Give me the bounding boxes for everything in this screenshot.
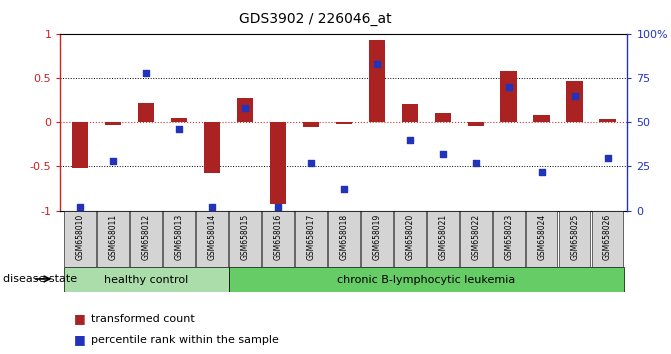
Bar [493, 211, 525, 267]
Point [141, 70, 152, 75]
Bar [64, 211, 96, 267]
Point [305, 160, 316, 166]
Bar [460, 211, 492, 267]
Text: GSM658015: GSM658015 [240, 213, 250, 260]
Text: GSM658026: GSM658026 [603, 213, 612, 260]
Point [338, 187, 349, 192]
Point [603, 155, 613, 160]
Text: GSM658020: GSM658020 [405, 213, 414, 260]
Bar [229, 267, 624, 292]
Bar [501, 71, 517, 122]
Text: percentile rank within the sample: percentile rank within the sample [91, 335, 278, 345]
Bar [295, 211, 327, 267]
Bar [427, 211, 458, 267]
Point [569, 93, 580, 98]
Bar [435, 113, 451, 122]
Text: GSM658023: GSM658023 [504, 213, 513, 260]
Text: healthy control: healthy control [104, 275, 189, 285]
Point [372, 61, 382, 67]
Bar [368, 40, 385, 122]
Bar [599, 119, 616, 122]
Text: transformed count: transformed count [91, 314, 195, 324]
Bar [262, 211, 294, 267]
Bar [229, 211, 261, 267]
Bar [64, 267, 229, 292]
Point [503, 84, 514, 90]
Point [437, 151, 448, 157]
Point [240, 105, 250, 111]
Bar [394, 211, 425, 267]
Text: GSM658016: GSM658016 [274, 213, 282, 260]
Text: GSM658017: GSM658017 [307, 213, 315, 260]
Bar [171, 118, 187, 122]
Point [207, 204, 217, 210]
Bar [468, 122, 484, 126]
Point [74, 204, 85, 210]
Bar [204, 122, 220, 172]
Text: GSM658021: GSM658021 [438, 213, 448, 259]
Bar [138, 103, 154, 122]
Text: disease state: disease state [3, 274, 77, 284]
Point [108, 158, 119, 164]
Text: GSM658010: GSM658010 [76, 213, 85, 260]
Point [470, 160, 481, 166]
Text: GSM658025: GSM658025 [570, 213, 579, 260]
Bar [163, 211, 195, 267]
Text: GSM658012: GSM658012 [142, 213, 150, 259]
Bar [533, 115, 550, 122]
Text: chronic B-lymphocytic leukemia: chronic B-lymphocytic leukemia [337, 275, 515, 285]
Text: GSM658022: GSM658022 [471, 213, 480, 259]
Point [272, 204, 283, 210]
Bar [97, 211, 129, 267]
Text: GSM658014: GSM658014 [207, 213, 217, 260]
Point [174, 126, 185, 132]
Bar [361, 211, 393, 267]
Text: GSM658011: GSM658011 [109, 213, 117, 259]
Bar [303, 122, 319, 127]
Bar [526, 211, 558, 267]
Bar [336, 122, 352, 124]
Bar [270, 122, 287, 204]
Bar [328, 211, 360, 267]
Bar [592, 211, 623, 267]
Text: GSM658013: GSM658013 [174, 213, 184, 260]
Text: GSM658024: GSM658024 [537, 213, 546, 260]
Bar [566, 80, 583, 122]
Bar [237, 98, 253, 122]
Point [536, 169, 547, 175]
Bar [559, 211, 590, 267]
Text: GDS3902 / 226046_at: GDS3902 / 226046_at [239, 12, 392, 27]
Bar [196, 211, 228, 267]
Bar [105, 122, 121, 125]
Bar [72, 122, 89, 168]
Text: ■: ■ [74, 312, 86, 325]
Bar [401, 104, 418, 122]
Bar [130, 211, 162, 267]
Point [405, 137, 415, 143]
Text: ■: ■ [74, 333, 86, 346]
Text: GSM658018: GSM658018 [340, 213, 348, 259]
Text: GSM658019: GSM658019 [372, 213, 381, 260]
